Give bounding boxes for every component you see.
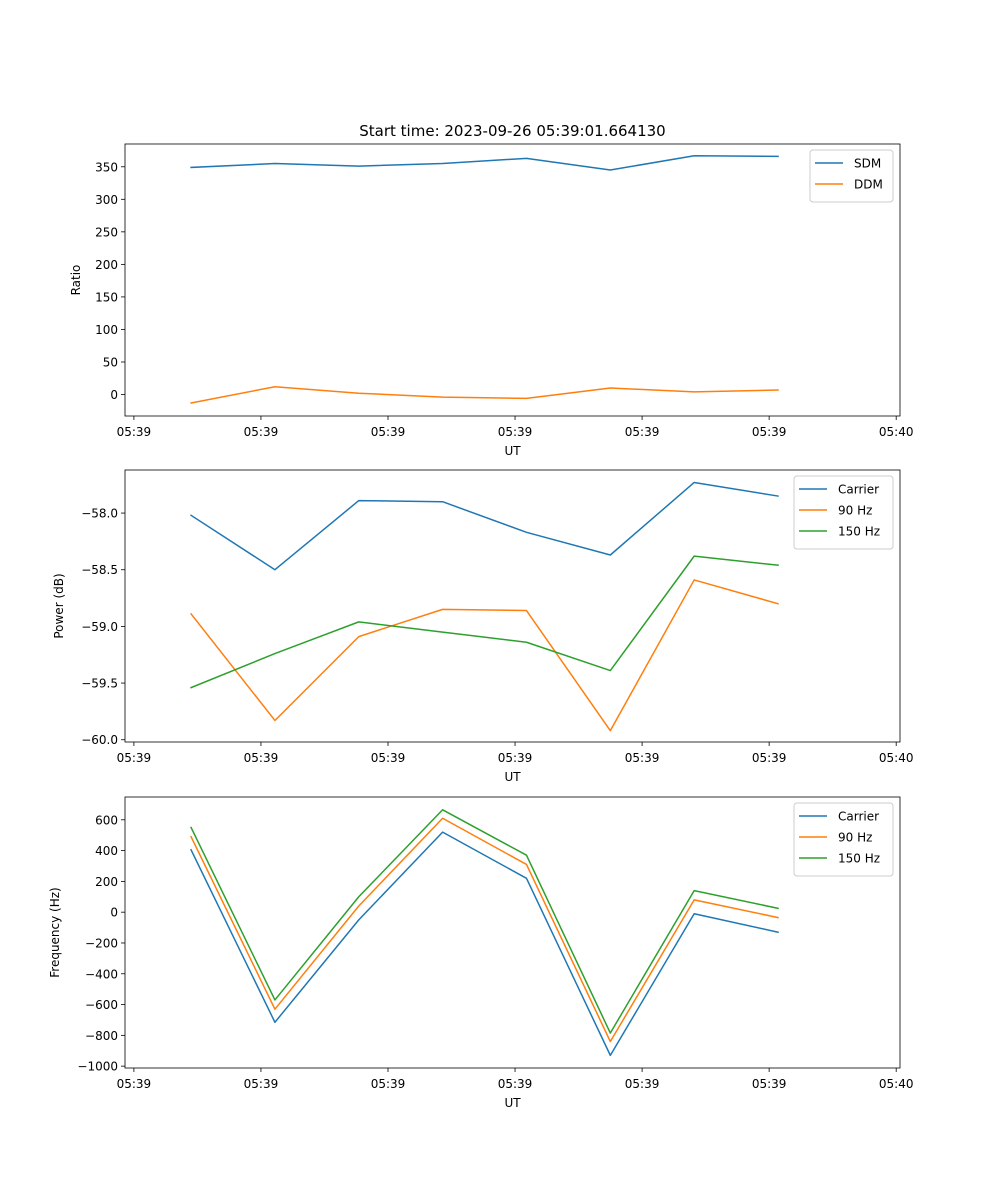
x-axis-label: UT [504, 1096, 521, 1110]
legend: SDM DDM [809, 149, 894, 203]
axes-frame [124, 469, 901, 743]
y-tick-label: 150 [95, 290, 118, 304]
x-tick-label: 05:39 [625, 425, 660, 439]
subplot-2: 05:39 05:39 05:39 05:39 05:39 05:39 05:40 −60.0… [52, 469, 914, 784]
y-tick-label: −600 [85, 998, 118, 1012]
x-axis-label: UT [504, 770, 521, 784]
y-axis-label: Power (dB) [52, 573, 66, 638]
x-tick-label: 05:39 [498, 425, 533, 439]
x-tick-label: 05:39 [117, 1077, 152, 1091]
y-axis-label: Ratio [69, 265, 83, 296]
figure-title: Start time: 2023-09-26 05:39:01.664130 [359, 122, 665, 140]
y-axis-label: Frequency (Hz) [48, 887, 62, 978]
y-tick-label: −58.5 [81, 563, 118, 577]
y-tick-label: −60.0 [81, 733, 118, 747]
series-group [190, 809, 779, 1057]
series-group [190, 481, 779, 732]
y-tick-label: −59.5 [81, 677, 118, 691]
x-tick-label: 05:39 [117, 425, 152, 439]
x-tick-label: 05:39 [498, 751, 533, 765]
x-tick-label: 05:39 [752, 425, 787, 439]
x-tick-label: 05:39 [371, 751, 406, 765]
x-tick-label: 05:39 [371, 1077, 406, 1091]
series-line-90-hz [190, 817, 779, 1043]
x-axis-label: UT [504, 444, 521, 458]
y-tick-label: 50 [103, 355, 118, 369]
y-tick-label: 300 [95, 193, 118, 207]
series-line-ddm [190, 385, 779, 404]
x-tick-label: 05:39 [752, 751, 787, 765]
y-tick-label: 0 [110, 906, 118, 920]
axes-frame [124, 143, 901, 417]
series-line-carrier [190, 831, 779, 1057]
legend-label: DDM [854, 178, 883, 192]
y-tick-label: 350 [95, 160, 118, 174]
series-line-150-hz [190, 809, 779, 1034]
x-tick-label: 05:39 [752, 1077, 787, 1091]
series-line-150-hz [190, 555, 779, 689]
subplot-3: 05:39 05:39 05:39 05:39 05:39 05:39 05:40 −1000… [48, 796, 914, 1110]
axes-frame [124, 796, 901, 1069]
y-tick-label: 250 [95, 225, 118, 239]
subplots: 05:39 05:39 05:39 05:39 05:39 05:39 05:40 0 50 10… [48, 143, 914, 1110]
legend-label: 90 Hz [838, 831, 872, 845]
legend-label: Carrier [838, 810, 879, 824]
x-tick-label: 05:40 [879, 1077, 914, 1091]
subplot-1: 05:39 05:39 05:39 05:39 05:39 05:39 05:40 0 50 10… [69, 143, 914, 458]
y-tick-label: −800 [85, 1029, 118, 1043]
y-tick-label: 200 [95, 875, 118, 889]
y-tick-label: 400 [95, 844, 118, 858]
x-tick-label: 05:39 [625, 1077, 660, 1091]
legend-label: 90 Hz [838, 504, 872, 518]
y-tick-label: −400 [85, 967, 118, 981]
legend-label: SDM [854, 157, 881, 171]
series-line-sdm [190, 154, 779, 171]
series-group [190, 154, 779, 404]
y-tick-label: −58.0 [81, 507, 118, 521]
x-tick-label: 05:39 [244, 751, 279, 765]
legend: Carrier 90 Hz 150 Hz [793, 802, 894, 877]
legend-label: Carrier [838, 483, 879, 497]
y-tick-label: −59.0 [81, 620, 118, 634]
y-tick-label: 600 [95, 813, 118, 827]
x-tick-label: 05:39 [244, 1077, 279, 1091]
x-tick-label: 05:40 [879, 751, 914, 765]
legend-label: 150 Hz [838, 525, 880, 539]
y-tick-label: −1000 [77, 1060, 118, 1074]
series-line-carrier [190, 481, 779, 571]
x-tick-label: 05:39 [625, 751, 660, 765]
series-line-90-hz [190, 579, 779, 732]
y-tick-label: 100 [95, 323, 118, 337]
x-tick-label: 05:39 [498, 1077, 533, 1091]
y-tick-label: 200 [95, 258, 118, 272]
x-tick-label: 05:39 [371, 425, 406, 439]
y-tick-label: −200 [85, 936, 118, 950]
x-tick-label: 05:40 [879, 425, 914, 439]
legend-label: 150 Hz [838, 852, 880, 866]
y-tick-label: 0 [110, 388, 118, 402]
x-tick-label: 05:39 [117, 751, 152, 765]
x-tick-label: 05:39 [244, 425, 279, 439]
legend: Carrier 90 Hz 150 Hz [793, 475, 894, 550]
